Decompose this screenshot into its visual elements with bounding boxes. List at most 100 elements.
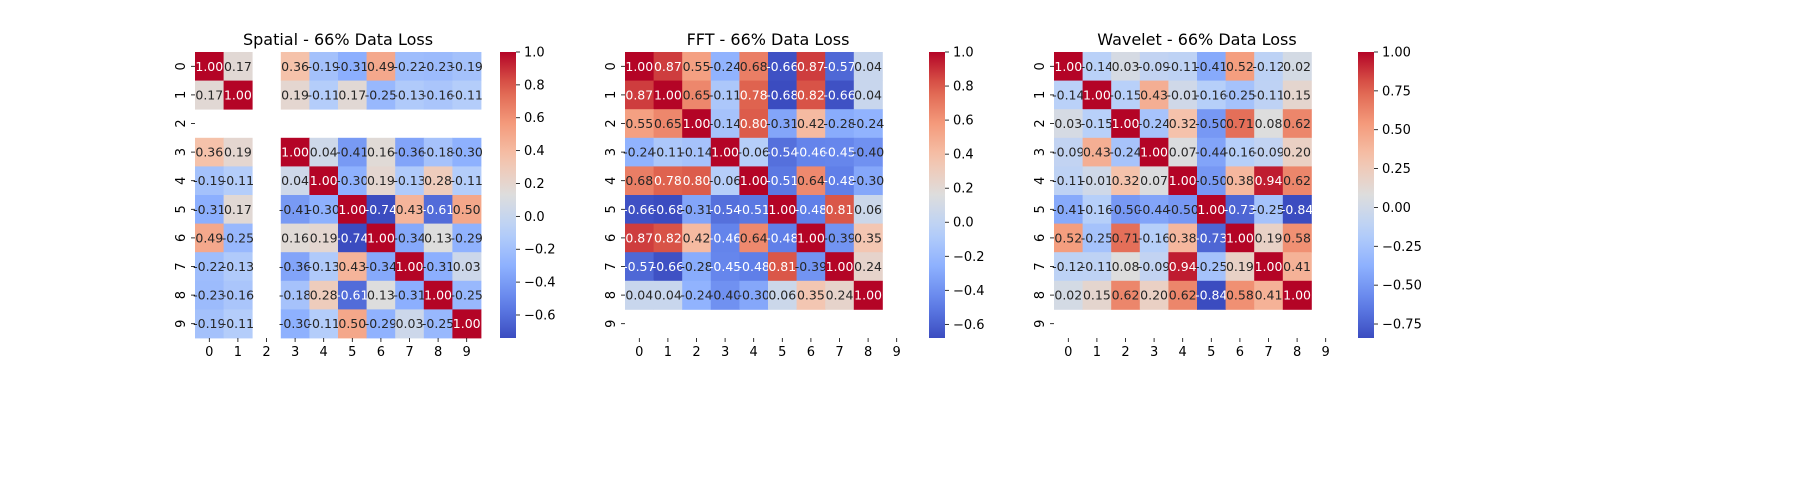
cell-value-label: -0.61 [336, 288, 368, 303]
cell-value-label: -0.48 [766, 230, 798, 245]
colorbar-tick-label: −0.4 [524, 276, 556, 291]
heatmap-cell [423, 80, 453, 110]
cell-value-label: -0.41 [279, 202, 311, 217]
heatmap-cell [625, 280, 654, 310]
heatmap-cell [768, 52, 797, 81]
heatmap-cell [625, 52, 654, 81]
heatmap-cell [739, 137, 769, 167]
heatmap-cell [1139, 280, 1169, 310]
cell-value-label: -0.68 [652, 202, 684, 217]
cell-value-label: -0.23 [422, 59, 454, 74]
heatmap-cell [195, 223, 224, 253]
cell-value-label: 0.06 [854, 202, 882, 217]
heatmap-cell [1254, 109, 1284, 139]
heatmap-cell [1139, 137, 1169, 167]
heatmap-cell [825, 280, 855, 310]
cell-value-label: 1.00 [453, 316, 481, 331]
chart-title: FFT - 66% Data Loss [687, 30, 850, 49]
cell-value-label: 0.13 [424, 230, 452, 245]
cell-value-label: -0.16 [1138, 230, 1170, 245]
cell-value-label: -0.25 [422, 316, 454, 331]
heatmap-cell [796, 80, 826, 110]
heatmap-cell [452, 52, 482, 81]
cell-value-label: -0.11 [222, 316, 254, 331]
heatmap-cell [768, 280, 797, 310]
x-tick-label: 8 [864, 345, 872, 360]
cell-value-label: -0.25 [1224, 87, 1256, 102]
cell-value-label: 1.00 [1083, 87, 1111, 102]
x-tick-label: 8 [1293, 345, 1301, 360]
cell-value-label: -0.84 [1195, 288, 1227, 303]
heatmap-cell [768, 80, 797, 110]
cell-value-label: 0.04 [854, 87, 882, 102]
cell-value-label: 0.64 [797, 173, 825, 188]
heatmap-cell [309, 309, 339, 339]
cell-value-label: 0.03 [396, 316, 424, 331]
heatmap-cell [625, 166, 654, 196]
cell-value-label: -0.66 [652, 259, 684, 274]
heatmap-cell [1197, 223, 1226, 253]
cell-value-label: -0.25 [1195, 259, 1227, 274]
heatmap-cell [1111, 195, 1141, 224]
cell-value-label: -0.13 [393, 173, 425, 188]
heatmap-cell [625, 195, 654, 224]
cell-value-label: -0.66 [766, 59, 798, 74]
heatmap-cell [682, 252, 712, 282]
heatmap-cell [1168, 223, 1198, 253]
cell-value-label: 1.00 [768, 202, 796, 217]
heatmap-cell [1225, 109, 1255, 139]
cell-value-label: -0.57 [623, 259, 655, 274]
heatmap-cell [423, 137, 453, 167]
cell-value-label: -0.18 [279, 288, 311, 303]
colorbar-tick-label: −0.25 [1382, 240, 1422, 255]
y-tick-label: 3 [1033, 148, 1048, 156]
colorbar-tick-label: −0.6 [953, 318, 985, 333]
heatmap-cell [395, 137, 425, 167]
x-tick-label: 2 [262, 345, 270, 360]
heatmap-cell [1111, 109, 1141, 139]
cell-value-label: 0.06 [768, 288, 796, 303]
heatmap-cell [853, 195, 883, 224]
cell-value-label: 0.32 [1112, 173, 1140, 188]
x-tick-label: 5 [778, 345, 786, 360]
heatmap-cell [625, 109, 654, 139]
cell-value-label: -0.40 [852, 145, 884, 160]
heatmap-cell [653, 252, 683, 282]
cell-value-label: 1.00 [797, 230, 825, 245]
cell-value-label: 0.62 [1112, 288, 1140, 303]
heatmap-cell [653, 195, 683, 224]
y-tick-label: 9 [174, 320, 189, 328]
y-tick-label: 8 [604, 291, 619, 299]
cell-value-label: -0.16 [222, 288, 254, 303]
cell-value-label: 0.17 [224, 202, 252, 217]
cell-value-label: -0.31 [393, 288, 425, 303]
heatmap-cell [796, 109, 826, 139]
cell-value-label: -0.41 [1052, 202, 1084, 217]
cell-value-label: -0.57 [823, 59, 855, 74]
x-tick-label: 9 [463, 345, 471, 360]
heatmap-cell [195, 252, 224, 282]
heatmap-cell [1054, 280, 1083, 310]
heatmap-cell [395, 309, 425, 339]
colorbar-tick-label: −0.2 [524, 243, 556, 258]
cell-value-label: -0.09 [1252, 145, 1284, 160]
heatmap-cell [1225, 137, 1255, 167]
heatmap-cell [452, 80, 482, 110]
heatmap-cell [768, 109, 797, 139]
cell-value-label: -0.16 [1224, 145, 1256, 160]
colorbar-tick-label: 0.6 [524, 111, 545, 126]
heatmap-panel-2: Wavelet - 66% Data Loss1.00-0.140.03-0.0… [1033, 30, 1422, 360]
heatmap-cell [280, 195, 310, 224]
heatmap-cell [739, 223, 769, 253]
heatmap-cell [1139, 52, 1169, 81]
cell-value-label: -0.15 [1109, 87, 1141, 102]
heatmap-cell [223, 252, 253, 282]
heatmap-cell [1197, 252, 1226, 282]
cell-value-label: 0.04 [625, 288, 653, 303]
heatmap-cell [739, 252, 769, 282]
heatmap-cell [395, 80, 425, 110]
heatmap-cell [710, 223, 740, 253]
cell-value-label: -0.40 [709, 288, 741, 303]
cell-value-label: -0.44 [1138, 202, 1170, 217]
x-tick-label: 2 [692, 345, 700, 360]
